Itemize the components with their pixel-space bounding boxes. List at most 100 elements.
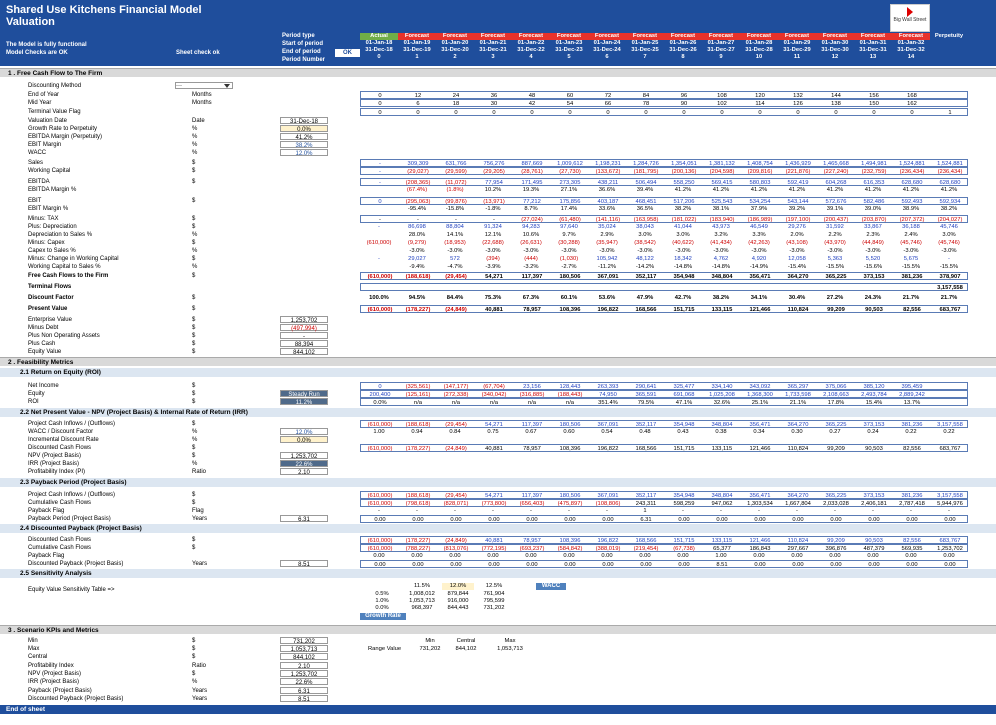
input-cell[interactable]: 8.51	[280, 695, 328, 703]
input-cell[interactable]: 1,253,702	[280, 316, 328, 324]
table-row: Growth Rate to Perpetuity% 0.0%	[0, 125, 996, 133]
input-cell[interactable]: 0.0%	[280, 125, 328, 133]
value-cell: 72	[604, 93, 612, 99]
value-cell: 110,824	[787, 307, 809, 313]
input-cell[interactable]: 8.51	[280, 560, 328, 568]
input-cell[interactable]: -	[280, 332, 328, 340]
value-cell: 78,957	[523, 446, 541, 452]
row-label: Free Cash Flows to the Firm	[28, 273, 109, 279]
input-cell[interactable]: 844,102	[280, 653, 328, 661]
value-cell: 180,506	[559, 274, 581, 280]
value-cell: -	[758, 508, 760, 514]
value-cell: -1.8%	[485, 206, 501, 212]
value-cell: -15.5%	[825, 264, 845, 270]
input-cell[interactable]: 731,202	[280, 637, 328, 645]
input-cell[interactable]: 1,053,713	[280, 645, 328, 653]
input-cell[interactable]: 22.6%	[280, 460, 328, 468]
input-cell[interactable]: 1,253,702	[280, 452, 328, 460]
input-cell[interactable]: 1,253,702	[280, 670, 328, 678]
table-row: Payback Flag Flag - - - - - - - 1 - - - - - - - -	[0, 507, 996, 515]
range-head-min: Min	[425, 638, 435, 644]
table-row: IRR (Project Basis)% 22.6%	[0, 678, 996, 686]
value-cell: -	[606, 508, 608, 514]
section-header: 3 . Scenario KPIs and Metrics	[0, 625, 996, 634]
period-start: 01-Jan-32	[897, 40, 925, 46]
row-label: Cumulative Cash Flows	[28, 500, 92, 506]
row-label: Terminal Flows	[28, 284, 72, 290]
value-cell: 33.6%	[598, 206, 616, 212]
value-cell: 35,024	[598, 224, 616, 230]
input-cell[interactable]: 0.0%	[280, 436, 328, 444]
value-cell: 0.00	[716, 517, 728, 523]
value-cell: 365,225	[825, 274, 847, 280]
value-cell: -4.7%	[447, 264, 463, 270]
input-cell[interactable]: 22.6%	[280, 678, 328, 686]
value-cell: 90,503	[865, 538, 883, 544]
value-cell: -	[417, 217, 419, 223]
row-unit: $	[192, 646, 196, 652]
row-label: Mid Year	[28, 100, 52, 106]
value-cell: 17.4%	[560, 206, 578, 212]
value-cell: -	[492, 508, 494, 514]
period-num: 6	[605, 54, 609, 60]
row-unit: $	[192, 198, 196, 204]
row-values: 0.0% n/a n/a n/a n/a n/a 351.4% 79.5% 47.1% 32.6%…	[360, 398, 968, 406]
value-cell: 41.2%	[674, 187, 692, 193]
row-label: Max	[28, 646, 40, 652]
value-cell: -15.5%	[939, 264, 959, 270]
value-cell: (610,000)	[367, 493, 393, 499]
row-label: Discounted Cash Flows	[28, 537, 92, 543]
input-cell[interactable]: 2.10	[280, 662, 328, 670]
value-cell: 517,206	[673, 199, 695, 205]
row-label: Valuation Date	[28, 118, 67, 124]
value-cell: (22,688)	[482, 240, 504, 246]
input-cell[interactable]: 6.31	[280, 687, 328, 695]
value-cell: (325,561)	[405, 384, 431, 390]
table-row: Min $731,202	[0, 637, 996, 645]
value-cell: 403,187	[597, 199, 619, 205]
row-unit: $	[192, 325, 196, 331]
discount-method-dropdown[interactable]: ---	[175, 82, 233, 89]
period-end: 31-Dec-20	[441, 47, 469, 53]
value-cell: (43,970)	[824, 240, 846, 246]
input-cell[interactable]: 38.2%	[280, 141, 328, 149]
value-cell: 46,549	[750, 224, 768, 230]
input-cell[interactable]: 844,102	[280, 348, 328, 356]
value-cell: 1,465,668	[823, 161, 849, 167]
value-cell: 60	[566, 93, 574, 99]
input-cell[interactable]: 12.0%	[280, 149, 328, 157]
input-cell[interactable]: 12.0%	[280, 428, 328, 436]
value-cell: 25.1%	[751, 400, 769, 406]
row-unit: %	[192, 461, 198, 467]
table-row: Payback Period (Project Basis) Years 6.31 0…	[0, 515, 996, 523]
period-num: 9	[719, 54, 723, 60]
value-cell: -	[493, 217, 495, 223]
period-column-6: Forecast 01-Jan-24 31-Dec-24 6	[588, 33, 626, 63]
table-row: Working Capital to Sales %% -9.4% -4.7% -3.…	[0, 263, 996, 271]
input-cell[interactable]: 88,394	[280, 340, 328, 348]
sens-cell: 844,443	[447, 605, 469, 611]
value-cell: 38.2%	[940, 206, 958, 212]
input-cell[interactable]: 6.31	[280, 515, 328, 523]
input-cell[interactable]: 31-Dec-18	[280, 117, 328, 125]
row-label: EBIT Margin %	[28, 206, 69, 212]
period-start: 01-Jan-27	[707, 40, 735, 46]
input-cell[interactable]: 2.10	[280, 468, 328, 476]
value-cell: 5,944,976	[937, 501, 963, 507]
value-cell: 53.6%	[598, 295, 616, 301]
section-header: 2.4 Discounted Payback (Project Basis)	[0, 524, 996, 533]
value-cell: 2.3%	[866, 232, 880, 238]
input-cell[interactable]: (497,994)	[280, 324, 328, 332]
value-cell: (181,795)	[633, 169, 659, 175]
value-cell: -	[455, 217, 457, 223]
sens-cell: 795,599	[483, 598, 505, 604]
period-start: 01-Jan-20	[441, 40, 469, 46]
input-cell[interactable]: 41.2%	[280, 133, 328, 141]
row-unit: %	[192, 150, 198, 156]
value-cell: (316,885)	[519, 392, 545, 398]
input-cell[interactable]: 11.2%	[280, 398, 328, 406]
value-cell: 121,466	[749, 446, 771, 452]
label-period-number: Period Number	[282, 57, 326, 63]
input-cell[interactable]: Steady Run	[280, 390, 328, 398]
value-cell: -15.6%	[863, 264, 883, 270]
